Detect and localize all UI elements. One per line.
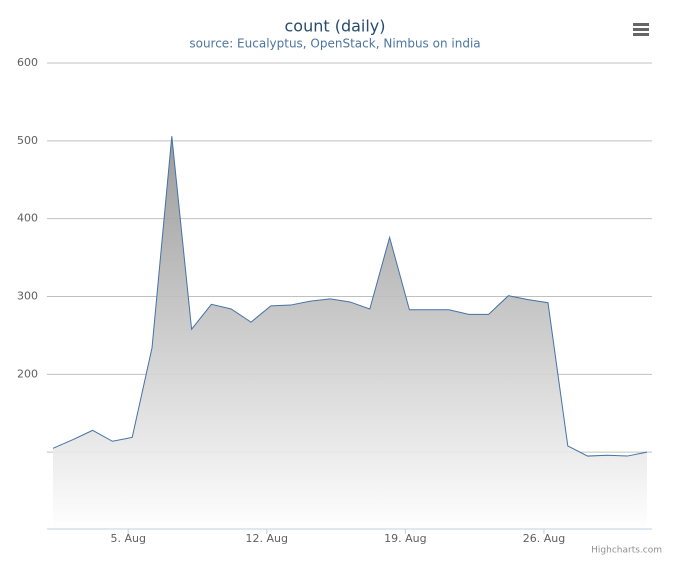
area-line	[52, 136, 648, 457]
x-tick-label: 5. Aug	[110, 532, 145, 545]
y-tick-label: 200	[17, 367, 38, 380]
credits[interactable]: Highcharts.com	[591, 546, 662, 556]
y-tick-label: 300	[17, 290, 38, 303]
y-tick-label: 600	[17, 56, 38, 69]
chart-subtitle: source: Eucalyptus, OpenStack, Nimbus on…	[189, 37, 480, 51]
y-tick-label: 500	[17, 134, 38, 147]
x-tick-label: 19. Aug	[384, 532, 426, 545]
area-fill	[53, 136, 647, 530]
x-tick-label: 12. Aug	[246, 532, 288, 545]
chart-title: count (daily)	[284, 17, 385, 36]
x-tick-label: 26. Aug	[523, 532, 565, 545]
y-tick-label: 400	[17, 212, 38, 225]
menu-button[interactable]	[630, 18, 654, 40]
